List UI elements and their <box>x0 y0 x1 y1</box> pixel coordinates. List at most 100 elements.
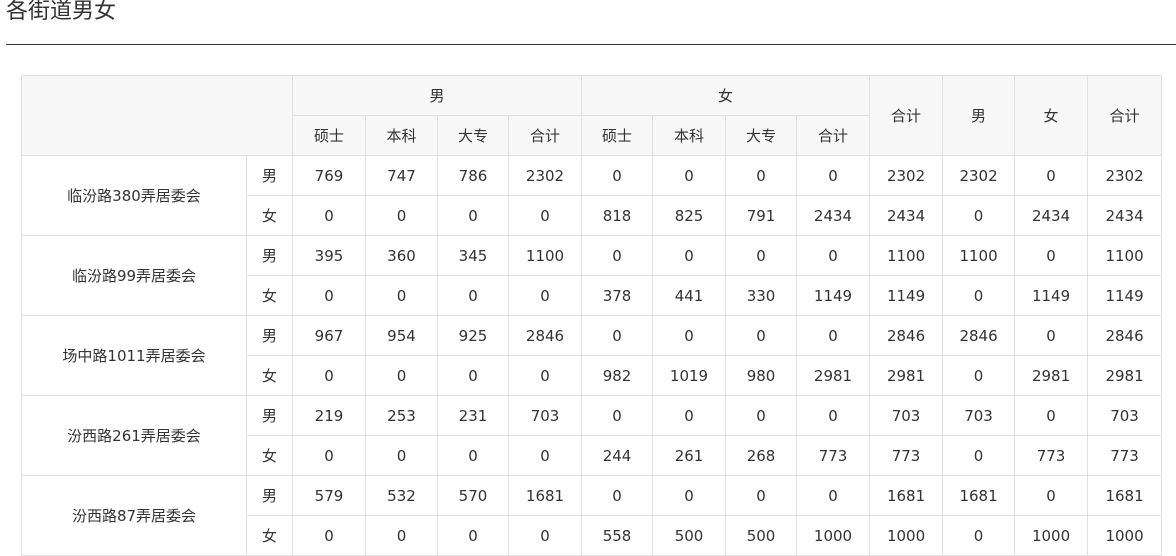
female-bachelor-cell: 1019 <box>652 355 727 396</box>
female-bachelor-cell: 825 <box>652 195 727 236</box>
female-total-cell: 0 <box>1014 315 1089 356</box>
male-master-cell: 395 <box>292 235 366 276</box>
male-subtotal-cell: 703 <box>507 395 583 436</box>
female-total-cell: 2981 <box>1014 355 1089 396</box>
grand-total-cell: 1100 <box>1087 235 1163 276</box>
female-bachelor-cell: 0 <box>652 395 727 436</box>
total-cell: 773 <box>869 435 944 476</box>
male-subtotal-cell: 1681 <box>507 475 583 516</box>
female-total-cell: 1000 <box>1014 515 1089 556</box>
total-cell: 2981 <box>869 355 944 396</box>
female-master-header: 硕士 <box>581 115 654 156</box>
gender-label-cell: 女 <box>246 195 293 236</box>
female-group-header: 女 <box>581 75 871 116</box>
male-bachelor-cell: 0 <box>365 435 438 476</box>
male-subtotal-cell: 0 <box>507 435 583 476</box>
female-total-cell: 1149 <box>1014 275 1089 316</box>
male-bachelor-cell: 0 <box>365 515 438 556</box>
male-bachelor-cell: 0 <box>365 195 438 236</box>
total-cell: 2434 <box>869 195 944 236</box>
female-master-cell: 0 <box>581 235 654 276</box>
female-bachelor-cell: 0 <box>652 235 727 276</box>
male-college-cell: 0 <box>437 515 509 556</box>
male-master-cell: 0 <box>292 275 366 316</box>
header-row-1: 男 女 合计 男 女 合计 <box>21 75 1163 156</box>
male-bachelor-cell: 253 <box>365 395 438 436</box>
grand-total-cell: 703 <box>1087 395 1163 436</box>
table-row: 女 0 0 0 0 818 825 791 2434 2434 0 2434 2434 <box>22 195 1163 236</box>
female-college-header: 大专 <box>725 115 798 156</box>
male-master-cell: 0 <box>292 355 366 396</box>
female-subtotal-cell: 0 <box>796 235 871 276</box>
male-college-cell: 231 <box>437 395 509 436</box>
table-row: 汾西路87弄居委会男 579 532 570 1681 0 0 0 0 1681 1681 0 1681 <box>21 475 1163 556</box>
female-master-cell: 818 <box>581 195 654 236</box>
female-college-cell: 330 <box>725 275 798 316</box>
total-header: 合计 <box>869 75 944 156</box>
gender-education-table: 男 女 合计 男 女 合计 硕士 本科 大专 合计 硕士 本科 大专 合计 临汾… <box>21 75 1163 556</box>
male-master-cell: 219 <box>292 395 366 436</box>
female-college-cell: 0 <box>725 475 798 516</box>
female-college-cell: 791 <box>725 195 798 236</box>
female-total-cell: 0 <box>1014 155 1089 196</box>
male-group-header: 男 <box>291 75 583 116</box>
male-total-cell: 1681 <box>942 475 1016 516</box>
table-row: 临汾路380弄居委会男 769 747 786 2302 0 0 0 0 2302 2302 0 230… <box>21 155 1163 236</box>
table-row: 临汾路99弄居委会男 395 360 345 1100 0 0 0 0 1100 1100 0 1100 <box>21 235 1163 316</box>
female-master-cell: 378 <box>581 275 654 316</box>
male-college-header: 大专 <box>437 115 509 156</box>
committee-name-cell: 场中路1011弄居委会 <box>21 315 247 396</box>
female-college-cell: 980 <box>725 355 798 396</box>
male-bachelor-cell: 954 <box>365 315 438 356</box>
gender-label-cell: 女 <box>246 355 293 396</box>
female-subtotal-cell: 1000 <box>796 515 871 556</box>
page-title: 各街道男女 <box>6 0 117 24</box>
total-cell: 703 <box>869 395 944 436</box>
male-total-cell: 0 <box>942 195 1016 236</box>
female-subtotal-cell: 0 <box>796 155 871 196</box>
report-table-container: 男 女 合计 男 女 合计 硕士 本科 大专 合计 硕士 本科 大专 合计 临汾… <box>21 75 1163 556</box>
male-total-cell: 0 <box>942 515 1016 556</box>
female-subtotal-cell: 773 <box>796 435 871 476</box>
committee-name-cell: 汾西路87弄居委会 <box>21 475 247 556</box>
female-subtotal-cell: 0 <box>796 395 871 436</box>
female-total-cell: 2434 <box>1014 195 1089 236</box>
female-total-cell: 773 <box>1014 435 1089 476</box>
male-total-cell: 0 <box>942 275 1016 316</box>
female-total-cell: 0 <box>1014 395 1089 436</box>
male-total-cell: 0 <box>942 355 1016 396</box>
male-college-cell: 345 <box>437 235 509 276</box>
male-bachelor-cell: 360 <box>365 235 438 276</box>
female-master-cell: 0 <box>581 155 654 196</box>
header-row-2: 硕士 本科 大专 合计 硕士 本科 大专 合计 <box>22 115 1162 156</box>
male-subtotal-cell: 0 <box>507 515 583 556</box>
male-college-cell: 925 <box>437 315 509 356</box>
male-subtotal-cell: 0 <box>507 195 583 236</box>
male-master-cell: 0 <box>292 515 366 556</box>
committee-name-cell: 汾西路261弄居委会 <box>21 395 247 476</box>
female-master-cell: 0 <box>581 475 654 516</box>
table-row: 女 0 0 0 0 378 441 330 1149 1149 0 1149 1149 <box>22 275 1163 316</box>
committee-name-cell: 临汾路380弄居委会 <box>21 155 247 236</box>
female-bachelor-cell: 500 <box>652 515 727 556</box>
male-master-cell: 769 <box>292 155 366 196</box>
male-total-cell: 1100 <box>942 235 1016 276</box>
male-college-cell: 0 <box>437 435 509 476</box>
grand-total-cell: 2302 <box>1087 155 1163 196</box>
gender-label-cell: 男 <box>246 475 293 516</box>
table-row: 女 0 0 0 0 244 261 268 773 773 0 773 773 <box>22 435 1163 476</box>
female-subtotal-header: 合计 <box>796 115 871 156</box>
table-row: 汾西路261弄居委会男 219 253 231 703 0 0 0 0 703 703 0 703 <box>21 395 1163 476</box>
male-college-cell: 0 <box>437 195 509 236</box>
female-master-cell: 982 <box>581 355 654 396</box>
male-master-cell: 579 <box>292 475 366 516</box>
male-subtotal-header: 合计 <box>507 115 583 156</box>
female-bachelor-cell: 0 <box>652 155 727 196</box>
female-bachelor-cell: 0 <box>652 475 727 516</box>
male-subtotal-cell: 2302 <box>507 155 583 196</box>
male-college-cell: 0 <box>437 355 509 396</box>
gender-label-cell: 女 <box>246 435 293 476</box>
male-master-cell: 0 <box>292 195 366 236</box>
grand-total-cell: 2846 <box>1087 315 1163 356</box>
total-cell: 1000 <box>869 515 944 556</box>
